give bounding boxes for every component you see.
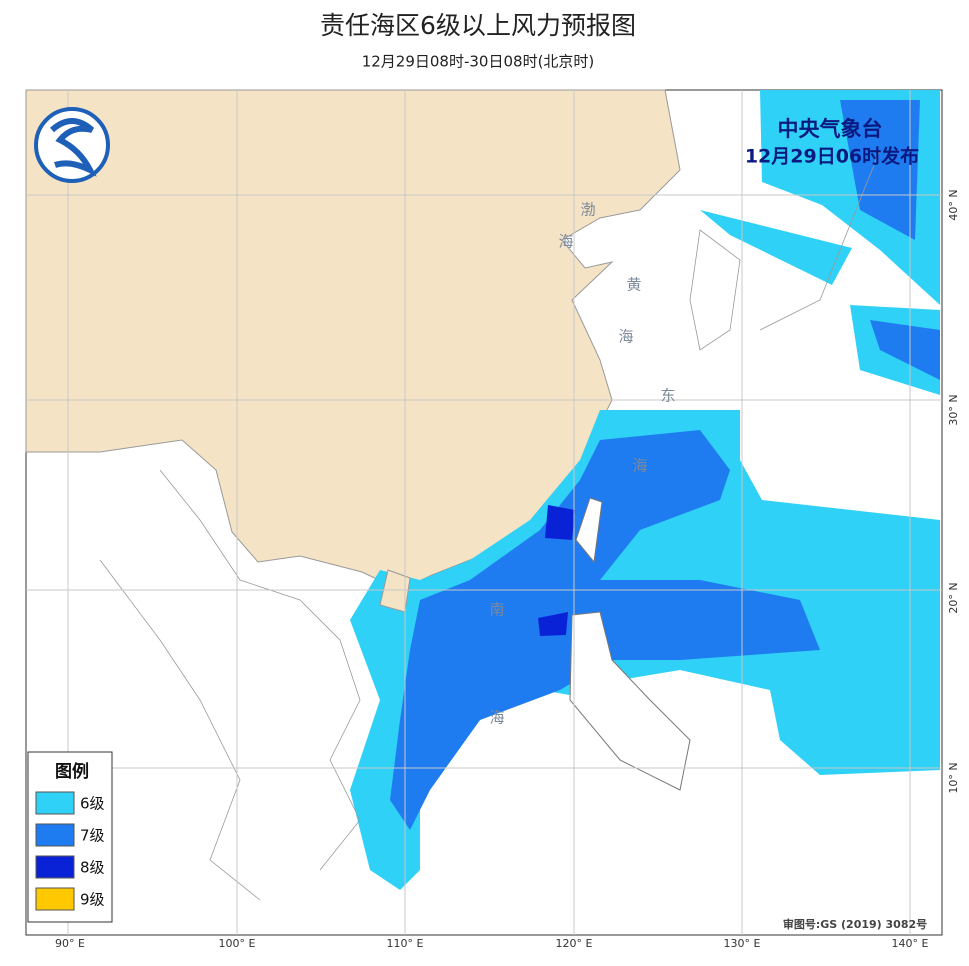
lon-label: 110° E — [387, 937, 424, 950]
lat-label: 20° N — [947, 582, 960, 613]
legend-swatch — [35, 791, 75, 815]
sea-label: 渤 — [580, 201, 595, 219]
legend-label: 6级 — [80, 795, 105, 813]
taiwan — [575, 497, 603, 564]
sea-label: 海 — [489, 709, 504, 727]
sea-label: 海 — [632, 457, 647, 475]
lon-label: 130° E — [724, 937, 761, 950]
agency: 中央气象台 — [778, 117, 883, 141]
philippines — [569, 611, 691, 791]
legend-swatch — [35, 887, 75, 911]
wind-area-7 — [840, 100, 940, 380]
lon-labels: 90° E 100° E 110° E 120° E 130° E 140° E — [55, 937, 928, 950]
lat-label: 30° N — [947, 394, 960, 425]
sea-label: 南 — [489, 601, 504, 619]
title: 责任海区6级以上风力预报图 — [320, 11, 636, 40]
legend-label: 8级 — [80, 859, 105, 877]
legend-title: 图例 — [55, 761, 89, 782]
legend-label: 7级 — [80, 827, 105, 845]
approval-number: 审图号:GS (2019) 3082号 — [783, 917, 927, 931]
subtitle: 12月29日08时-30日08时(北京时) — [362, 53, 595, 71]
sea-label: 东 — [660, 387, 675, 405]
sea-label: 海 — [618, 328, 633, 346]
lat-label: 40° N — [947, 189, 960, 220]
lon-label: 140° E — [892, 937, 929, 950]
issue-time: 12月29日06时发布 — [745, 145, 919, 168]
graticule — [26, 90, 942, 935]
legend-label: 9级 — [80, 891, 105, 909]
legend-swatch — [35, 823, 75, 847]
sea-label: 黄 — [626, 276, 641, 294]
lon-label: 90° E — [55, 937, 85, 950]
lon-label: 100° E — [219, 937, 256, 950]
lat-labels: 40° N 30° N 20° N 10° N — [947, 189, 960, 793]
sea-label: 海 — [558, 233, 573, 251]
wind-area-8 — [538, 505, 575, 636]
legend: 图例 6级 7级 8级 9级 — [27, 751, 113, 923]
lon-label: 120° E — [556, 937, 593, 950]
legend-swatch — [35, 855, 75, 879]
logo — [34, 107, 110, 183]
lat-label: 10° N — [947, 762, 960, 793]
